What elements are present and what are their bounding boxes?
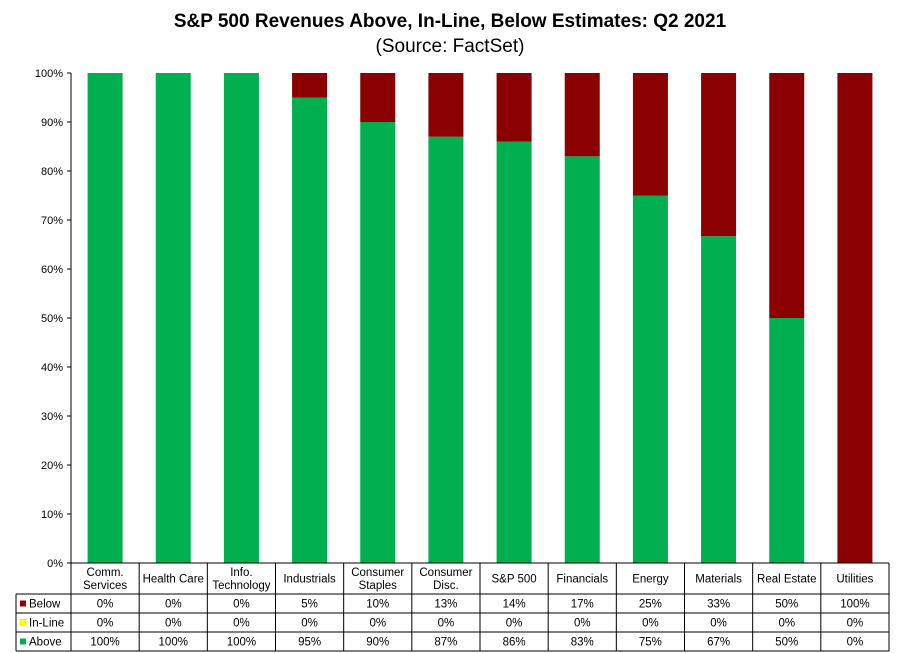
data-label-in-line: 0%: [778, 618, 795, 630]
data-label-in-line: 0%: [165, 618, 182, 630]
data-label-below: 10%: [366, 599, 389, 611]
bar-above: [87, 73, 123, 563]
bar-below: [428, 73, 464, 137]
legend-label-in-line: In-Line: [29, 618, 64, 630]
y-tick-label: 90%: [41, 117, 63, 129]
legend-key-above: [20, 638, 26, 645]
category-label: Comm.: [87, 567, 124, 579]
y-tick-label: 10%: [41, 509, 63, 521]
plot-area: 0% 10% 20% 30% 40% 50% 60% 70% 80% 90% 100%: [35, 68, 873, 570]
y-tick-label: 40%: [41, 362, 63, 374]
category-label: Materials: [695, 574, 742, 586]
bar-above: [564, 156, 600, 564]
bar-below: [360, 73, 396, 122]
bar-below: [496, 73, 532, 142]
bar-above: [701, 236, 737, 564]
category-label: Disc.: [433, 580, 459, 592]
bar-above: [292, 97, 328, 563]
category-label: Info.: [230, 567, 252, 579]
category-label: Consumer: [419, 567, 472, 579]
data-table: Comm.Services Health Care Info.Technology I…: [15, 562, 890, 652]
data-label-above: 67%: [707, 637, 730, 649]
category-label: Financials: [556, 574, 608, 586]
data-label-above: 0%: [847, 637, 864, 649]
data-label-in-line: 0%: [574, 618, 591, 630]
category-label: Staples: [359, 580, 398, 592]
data-label-below: 13%: [434, 599, 457, 611]
data-label-above: 100%: [227, 637, 256, 649]
data-label-in-line: 0%: [301, 618, 318, 630]
data-label-below: 0%: [165, 599, 182, 611]
data-label-below: 33%: [707, 599, 730, 611]
bar-below: [292, 73, 328, 98]
legend-label-below: Below: [29, 599, 61, 611]
data-label-in-line: 0%: [642, 618, 659, 630]
data-label-in-line: 0%: [710, 618, 727, 630]
bar-below: [632, 73, 668, 196]
data-label-below: 25%: [639, 599, 662, 611]
category-label: S&P 500: [491, 574, 536, 586]
data-label-above: 95%: [298, 637, 321, 649]
bar-above: [428, 136, 464, 563]
y-tick-label: 100%: [35, 68, 63, 80]
y-tick-label: 50%: [41, 313, 63, 325]
data-label-above: 50%: [775, 637, 798, 649]
data-label-below: 50%: [775, 599, 798, 611]
bar-above: [632, 195, 668, 563]
data-label-above: 87%: [434, 637, 457, 649]
bar-below: [701, 73, 737, 237]
bar-above: [496, 141, 532, 563]
category-label: Health Care: [143, 574, 204, 586]
bar-above: [360, 122, 396, 563]
category-label: Energy: [632, 574, 669, 586]
data-label-below: 0%: [97, 599, 114, 611]
data-label-in-line: 0%: [847, 618, 864, 630]
data-label-below: 14%: [503, 599, 526, 611]
data-label-below: 17%: [571, 599, 594, 611]
data-label-in-line: 0%: [438, 618, 455, 630]
category-label: Real Estate: [757, 574, 816, 586]
legend-label-above: Above: [29, 637, 62, 649]
data-label-above: 100%: [90, 637, 119, 649]
data-label-above: 75%: [639, 637, 662, 649]
data-label-in-line: 0%: [369, 618, 386, 630]
category-label: Consumer: [351, 567, 404, 579]
bar-above: [223, 73, 259, 563]
data-label-below: 100%: [840, 599, 869, 611]
chart-title: S&P 500 Revenues Above, In-Line, Below E…: [174, 11, 727, 32]
data-label-in-line: 0%: [233, 618, 250, 630]
bar-below: [769, 73, 805, 318]
bar-above: [769, 318, 805, 563]
legend-key-below: [20, 600, 26, 607]
category-label: Services: [83, 580, 127, 592]
data-label-in-line: 0%: [97, 618, 114, 630]
y-tick-label: 70%: [41, 215, 63, 227]
data-label-below: 5%: [301, 599, 318, 611]
category-label: Technology: [212, 580, 270, 592]
chart-subtitle: (Source: FactSet): [376, 36, 525, 57]
data-label-above: 86%: [503, 637, 526, 649]
y-tick-label: 80%: [41, 166, 63, 178]
bar-below: [564, 73, 600, 157]
y-tick-label: 60%: [41, 264, 63, 276]
category-label: Utilities: [836, 574, 873, 586]
y-tick-label: 20%: [41, 460, 63, 472]
data-label-below: 0%: [233, 599, 250, 611]
legend-key-in-line: [19, 619, 27, 626]
bar-below: [837, 73, 873, 563]
category-label: Industrials: [283, 574, 336, 586]
data-label-above: 100%: [159, 637, 188, 649]
y-tick-label: 0%: [47, 558, 63, 570]
data-label-above: 90%: [366, 637, 389, 649]
bar-above: [155, 73, 191, 563]
data-label-above: 83%: [571, 637, 594, 649]
data-label-in-line: 0%: [506, 618, 523, 630]
y-tick-label: 30%: [41, 411, 63, 423]
